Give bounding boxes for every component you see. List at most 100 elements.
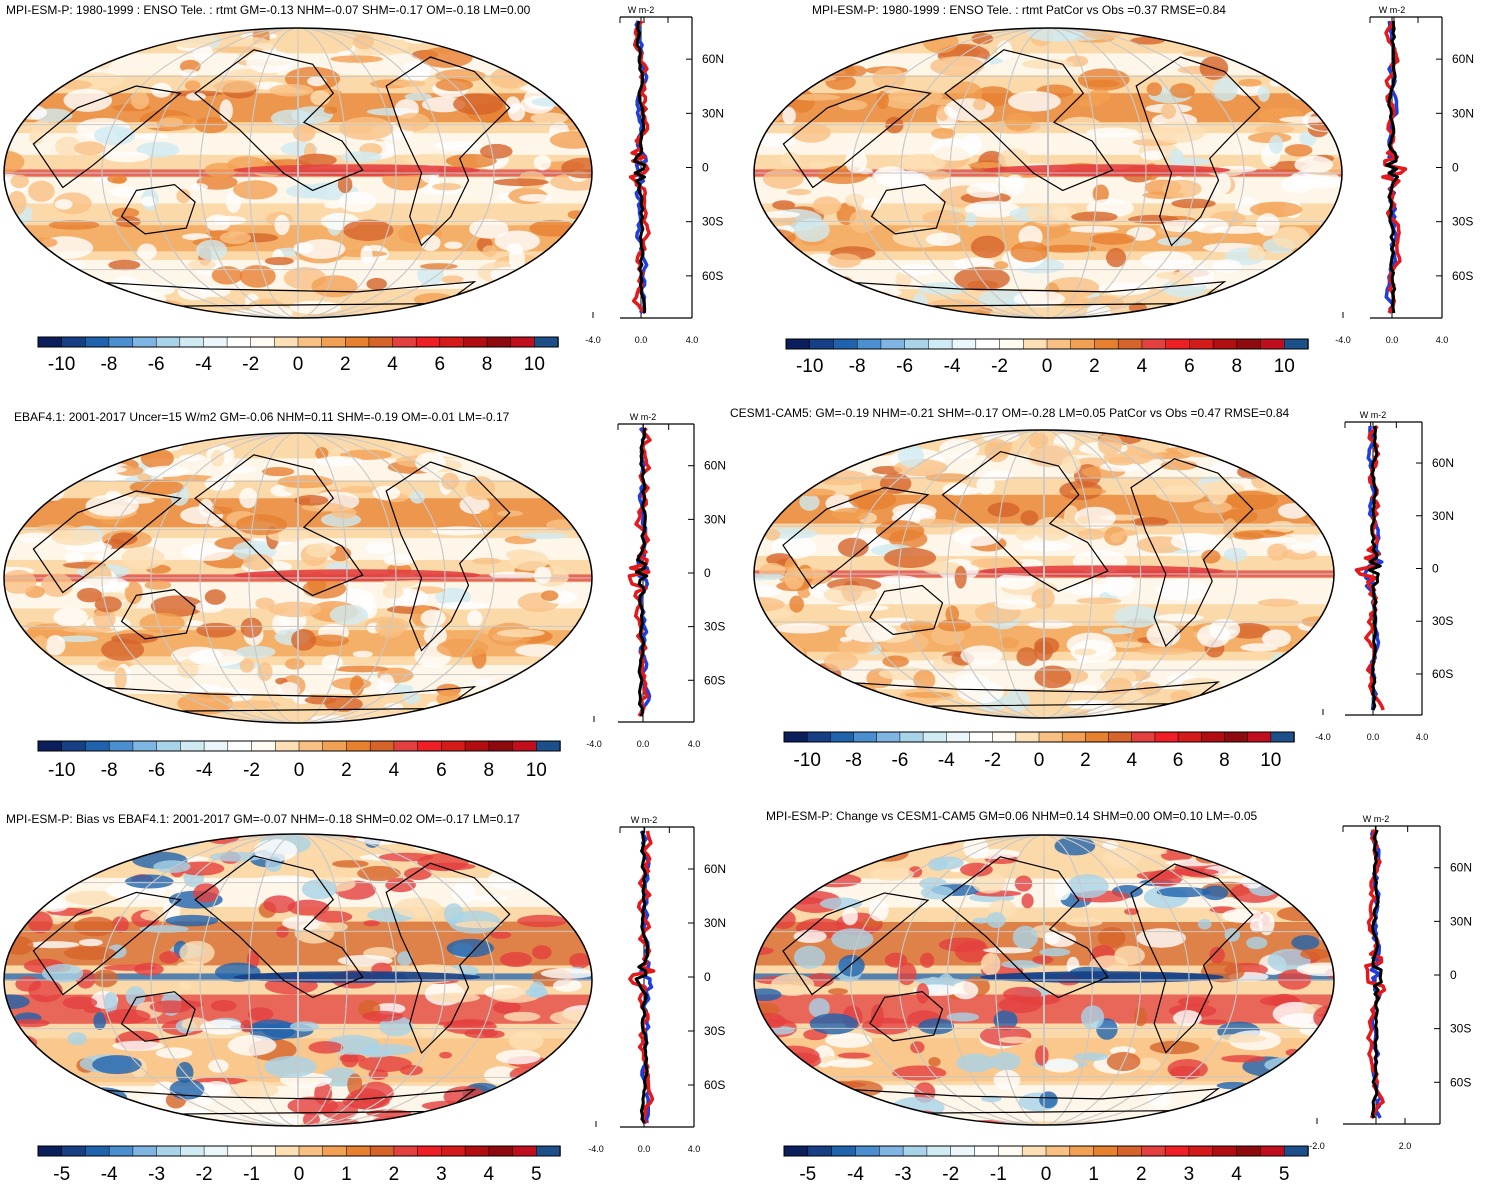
map-field [4, 28, 592, 318]
colorbar-swatch [1141, 1145, 1166, 1157]
colorbar-swatch [180, 740, 205, 752]
latitude-tick-label: 30N [1450, 914, 1472, 928]
colorbar-swatch [998, 1145, 1023, 1157]
colorbar-swatch [880, 338, 906, 350]
profile-x-tick-label: 0.0 [635, 335, 648, 345]
latitude-tick-label: 30S [702, 215, 723, 229]
latitude-tick-label: 30S [704, 1024, 725, 1038]
colorbar-swatch [1085, 731, 1110, 743]
panel-6: W m-2 60N 30N 0 30S 60S -2.0 2.0 -5 -4 -3 -2 -1 0 1 2 3 4… [753, 809, 1472, 1185]
panel-5: W m-2 60N 30N 0 30S 60S -4.0 0.0 4.0 -5 -4 -3 -2 -1 0 1… [3, 812, 726, 1185]
colorbar-swatch [1212, 338, 1238, 350]
profile-line-obs [632, 20, 647, 314]
colorbar-swatch [417, 740, 443, 752]
panel-title: CESM1-CAM5: GM=-0.19 NHM=-0.21 SHM=-0.17… [730, 406, 1290, 420]
panel-title: MPI-ESM-P: 1980-1999 : ENSO Tele. : rtmt… [812, 3, 1226, 17]
map-field [4, 433, 592, 723]
colorbar-tick-label: 0 [294, 760, 305, 781]
colorbar-tick-label: 8 [1232, 356, 1243, 377]
colorbar-tick-label: 4 [387, 354, 398, 375]
colorbar-tick-label: 0 [1041, 1164, 1052, 1182]
colorbar: -10 -8 -6 -4 -2 0 2 4 6 8 10 [37, 740, 561, 781]
colorbar-swatch [1284, 338, 1309, 350]
colorbar-swatch [345, 336, 370, 348]
colorbar-swatch [346, 740, 371, 752]
map-field [4, 834, 592, 1126]
colorbar-tick-label: -2 [242, 354, 259, 375]
profile-line-obs [1385, 21, 1399, 314]
colorbar-swatch [1117, 1145, 1143, 1157]
colorbar-swatch [807, 1145, 833, 1157]
profile-x-tick-label: 0.0 [1386, 335, 1399, 345]
map-border [753, 834, 1335, 1126]
profile-line-model-alt [639, 830, 654, 1124]
colorbar-tick-label: 8 [482, 354, 493, 375]
colorbar-tick-label: 6 [1184, 356, 1195, 377]
colorbar-swatch [1177, 731, 1203, 743]
colorbar-tick-label: -6 [891, 750, 908, 771]
colorbar-tick-label: 6 [1173, 750, 1184, 771]
colorbar-tick-label: 8 [1219, 750, 1230, 771]
colorbar-swatch [902, 1145, 928, 1157]
colorbar-swatch [1070, 338, 1096, 350]
colorbar-tick-label: 5 [531, 1164, 542, 1182]
colorbar-swatch [369, 1145, 395, 1157]
map-field [754, 835, 1334, 1125]
colorbar-tick-label: -6 [896, 356, 913, 377]
colorbar-swatch [1093, 1145, 1119, 1157]
colorbar-swatch [536, 740, 561, 752]
colorbar-tick-label: -4 [938, 750, 955, 771]
colorbar-swatch [974, 1145, 1000, 1157]
colorbar-tick-label: -3 [148, 1164, 165, 1182]
colorbar-swatch [226, 336, 252, 348]
panel-2: W m-2 60N 30N 0 30S 60S -4.0 0.0 4.0 -10 -8 -6 -4 -2 0… [753, 3, 1474, 377]
panel-1: W m-2 60N 30N 0 30S 60S -4.0 0.0 4.0 -10 -8 -6 -4 -2 0… [3, 3, 724, 375]
latitude-tick-label: 60N [1450, 861, 1472, 875]
profile-x-tick-label: 4.0 [688, 1144, 701, 1154]
colorbar-swatch [999, 338, 1025, 350]
profile-unit: W m-2 [628, 5, 655, 15]
colorbar-swatch [441, 740, 466, 752]
colorbar-tick-label: -1 [243, 1164, 260, 1182]
zonal-profile: W m-2 60N 30N 0 30S 60S -2.0 2.0 [1309, 814, 1472, 1151]
colorbar-swatch [321, 336, 347, 348]
colorbar-tick-label: 2 [1136, 1164, 1147, 1182]
colorbar-swatch [227, 1145, 253, 1157]
profile-x-tick-label: 4.0 [686, 335, 699, 345]
colorbar-swatch [108, 740, 134, 752]
colorbar-tick-label: -4 [101, 1164, 118, 1182]
map-border [753, 429, 1335, 719]
colorbar-swatch [904, 338, 930, 350]
latitude-tick-label: 30N [1432, 509, 1454, 523]
colorbar-swatch [950, 1145, 976, 1157]
colorbar-swatch [992, 731, 1017, 743]
colorbar-tick-label: 0 [294, 1164, 305, 1182]
colorbar-swatch [946, 731, 971, 743]
colorbar-swatch [1061, 731, 1087, 743]
latitude-tick-label: 0 [1432, 562, 1439, 576]
colorbar-swatch [1108, 731, 1133, 743]
map-border [3, 27, 593, 319]
latitude-tick-label: 30S [704, 620, 725, 634]
latitude-tick-label: 30S [1452, 215, 1473, 229]
colorbar-swatch [368, 336, 394, 348]
colorbar-swatch [783, 731, 808, 743]
colorbar-swatch [1045, 1145, 1071, 1157]
colorbar-swatch [856, 338, 882, 350]
colorbar-swatch [322, 1145, 348, 1157]
colorbar-swatch [392, 336, 417, 348]
colorbar-tick-label: -4 [847, 1164, 864, 1182]
zonal-profile: W m-2 60N 30N 0 30S 60S -4.0 0.0 4.0 [1315, 410, 1454, 742]
profile-unit: W m-2 [631, 815, 658, 825]
colorbar-swatch [1023, 338, 1048, 350]
colorbar-tick-label: -5 [53, 1164, 70, 1182]
latitude-tick-label: 60N [704, 459, 726, 473]
profile-line-obs [634, 830, 650, 1124]
colorbar-tick-label: 2 [340, 354, 351, 375]
profile-x-tick-label: 4.0 [688, 739, 701, 749]
panel-4: W m-2 60N 30N 0 30S 60S -4.0 0.0 4.0 -10 -8 -6 -4 -2 0… [730, 406, 1454, 771]
profile-x-tick-label: 4.0 [1436, 335, 1449, 345]
colorbar-swatch [180, 1145, 205, 1157]
map-border [3, 833, 593, 1127]
panel-title: MPI-ESM-P: 1980-1999 : ENSO Tele. : rtmt… [6, 3, 531, 17]
